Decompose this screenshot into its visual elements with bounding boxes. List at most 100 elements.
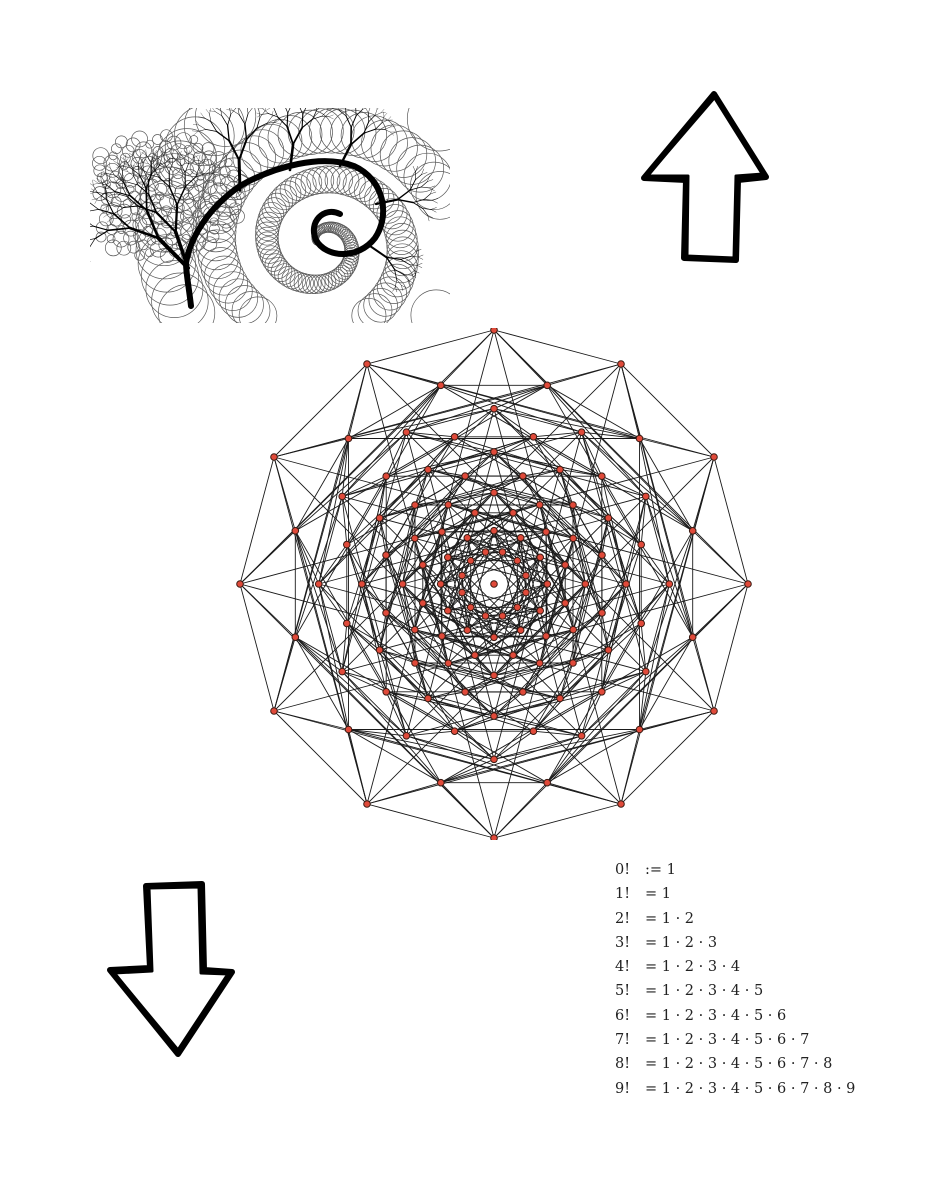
fractal-circle bbox=[161, 206, 171, 216]
graph-node bbox=[271, 454, 278, 461]
fractal-circle bbox=[182, 235, 190, 243]
fractal-circle bbox=[93, 148, 109, 164]
fractal-branch bbox=[418, 257, 423, 259]
graph-node bbox=[530, 434, 537, 441]
graph-node bbox=[605, 647, 612, 654]
factorial-lhs: 7! bbox=[615, 1032, 630, 1048]
graph-node bbox=[292, 634, 299, 641]
graph-edge bbox=[319, 584, 646, 672]
graph-edge bbox=[342, 432, 581, 496]
graph-node bbox=[666, 581, 673, 588]
fractal-branch bbox=[108, 228, 130, 230]
graph-node bbox=[491, 835, 498, 840]
graph-node bbox=[517, 627, 524, 634]
factorial-row: 4! = 1 · 2 · 3 · 4 bbox=[612, 957, 912, 981]
fractal-circle bbox=[146, 249, 154, 257]
graph-edge bbox=[240, 584, 295, 637]
fractal-branch bbox=[217, 132, 230, 141]
graph-node bbox=[510, 652, 517, 659]
fractal-branch bbox=[263, 109, 268, 114]
fractal-branch bbox=[362, 108, 368, 110]
arrow-up-icon bbox=[636, 88, 776, 268]
fractal-branch bbox=[368, 108, 370, 113]
graph-node bbox=[482, 549, 489, 556]
fractal-circle bbox=[152, 273, 209, 323]
fractal-branch bbox=[432, 198, 438, 200]
graph-node bbox=[464, 535, 471, 542]
graph-node bbox=[292, 528, 299, 535]
graph-edge bbox=[240, 584, 274, 711]
graph-edge bbox=[582, 432, 646, 671]
fractal-branch bbox=[288, 108, 292, 113]
fractal-circle bbox=[195, 211, 236, 252]
graph-edge bbox=[406, 432, 645, 496]
graph-node bbox=[345, 726, 352, 733]
fractal-branch bbox=[172, 150, 174, 155]
graph-node bbox=[412, 626, 419, 633]
fractal-branch bbox=[196, 156, 199, 161]
graph-node bbox=[420, 562, 427, 569]
fractal-branch bbox=[124, 157, 125, 163]
graph-edge bbox=[367, 364, 640, 439]
fractal-branch bbox=[125, 155, 126, 161]
fractal-branch bbox=[255, 108, 258, 109]
graph-node bbox=[605, 515, 612, 522]
graph-node bbox=[636, 726, 643, 733]
graph-edge bbox=[342, 432, 406, 671]
graph-edge bbox=[342, 584, 669, 672]
graph-edge bbox=[342, 496, 669, 584]
graph-node bbox=[482, 613, 489, 620]
graph-node bbox=[499, 613, 506, 620]
factorial-rhs: = 1 bbox=[645, 886, 671, 902]
fractal-circle bbox=[358, 294, 392, 323]
graph-edge bbox=[406, 409, 494, 736]
fractal-branch bbox=[176, 205, 177, 232]
graph-node bbox=[339, 668, 346, 675]
graph-edge bbox=[621, 730, 640, 805]
fractal-tree-spiral-icon bbox=[90, 108, 450, 323]
fractal-circle bbox=[220, 167, 230, 177]
graph-node bbox=[462, 473, 469, 480]
graph-node bbox=[523, 572, 530, 579]
fractal-branch bbox=[185, 163, 189, 173]
factorial-rhs: = 1 · 2 · 3 · 4 · 5 · 6 · 7 · 8 · 9 bbox=[645, 1081, 855, 1097]
fractal-branch bbox=[222, 116, 228, 126]
fractal-branch bbox=[142, 175, 149, 176]
graph-edge bbox=[494, 476, 523, 493]
fractal-branch bbox=[413, 166, 415, 171]
graph-node bbox=[618, 361, 625, 368]
factorial-row: 9! = 1 · 2 · 3 · 4 · 5 · 6 · 7 · 8 · 9 bbox=[612, 1079, 912, 1103]
fractal-branch bbox=[121, 158, 126, 161]
fractal-branch bbox=[417, 265, 422, 267]
graph-edge bbox=[349, 730, 622, 805]
graph-node bbox=[383, 473, 390, 480]
graph-node bbox=[491, 328, 498, 333]
graph-node bbox=[543, 529, 550, 536]
graph-node bbox=[445, 607, 452, 614]
graph-node bbox=[403, 429, 410, 436]
graph-node bbox=[638, 620, 645, 627]
fractal-branch bbox=[107, 219, 111, 222]
fractal-circle bbox=[128, 191, 140, 203]
graph-node bbox=[623, 581, 630, 588]
fractal-branch bbox=[194, 132, 198, 136]
factorial-table: 0!:= 1 1! = 1 2! = 1 · 2 3! = 1 · 2 · 3 4! =… bbox=[612, 860, 912, 1103]
fractal-branch bbox=[329, 115, 334, 117]
fractal-branch bbox=[143, 163, 148, 164]
fractal-circle bbox=[109, 152, 117, 160]
fractal-branch bbox=[411, 251, 417, 256]
graph-node bbox=[636, 435, 643, 442]
graph-node bbox=[643, 668, 650, 675]
graph-edge bbox=[367, 804, 494, 838]
graph-node bbox=[412, 502, 419, 509]
graph-edge bbox=[342, 672, 581, 736]
graph-node bbox=[582, 581, 589, 588]
fractal-circle bbox=[239, 297, 277, 323]
fractal-branch bbox=[206, 109, 209, 114]
graph-node bbox=[459, 572, 466, 579]
graph-edge bbox=[494, 330, 621, 364]
graph-node bbox=[689, 634, 696, 641]
graph-edge bbox=[646, 496, 670, 584]
graph-node bbox=[599, 689, 606, 696]
factorial-row: 5! = 1 · 2 · 3 · 4 · 5 bbox=[612, 981, 912, 1005]
